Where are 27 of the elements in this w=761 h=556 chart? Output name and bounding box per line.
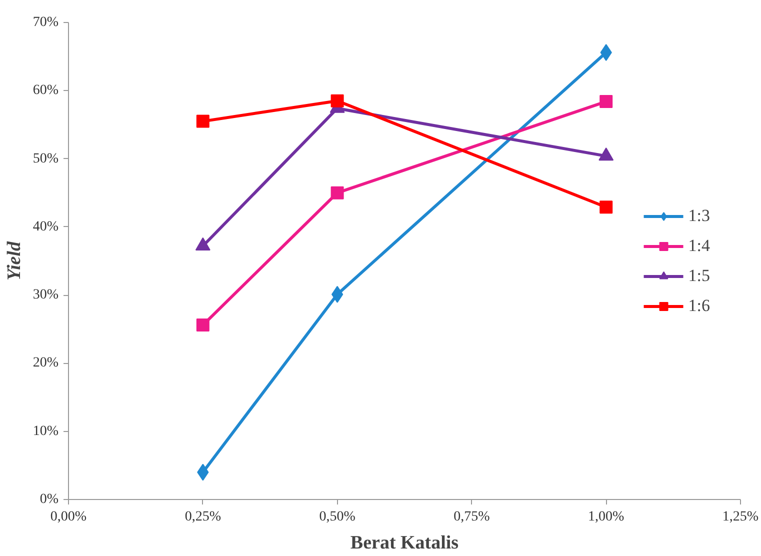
point [600, 200, 613, 214]
y-tick-label: 30% [32, 288, 59, 303]
y-axis-title: Yield [4, 240, 25, 281]
point [331, 286, 344, 303]
point [600, 95, 613, 108]
point [196, 114, 210, 128]
point [330, 186, 344, 200]
x-tick-label: 0,75% [454, 510, 490, 524]
legend-label: 1:4 [688, 236, 710, 256]
y-tick-label: 20% [32, 356, 59, 371]
x-tick-label: 0,00% [50, 510, 87, 524]
legend-label: 1:6 [688, 296, 710, 316]
y-tick-label: 70% [32, 15, 59, 30]
y-tick-label: 50% [32, 151, 59, 166]
x-tick-label: 1,25% [722, 510, 759, 524]
x-tick-label: 0,25% [184, 510, 222, 524]
x-tick-label: 0,50% [319, 510, 356, 524]
legend-label: 1:3 [688, 206, 710, 226]
point [330, 94, 344, 108]
y-tick-label: 40% [32, 219, 59, 234]
x-tick-label: 1,00% [588, 510, 625, 524]
y-tick-label: 60% [32, 83, 59, 98]
y-tick-label: 0% [40, 492, 59, 507]
y-tick-label: 10% [32, 424, 59, 439]
legend-label: 1:5 [688, 266, 710, 286]
x-axis-title: Berat Katalis [350, 532, 459, 554]
point [196, 318, 210, 332]
